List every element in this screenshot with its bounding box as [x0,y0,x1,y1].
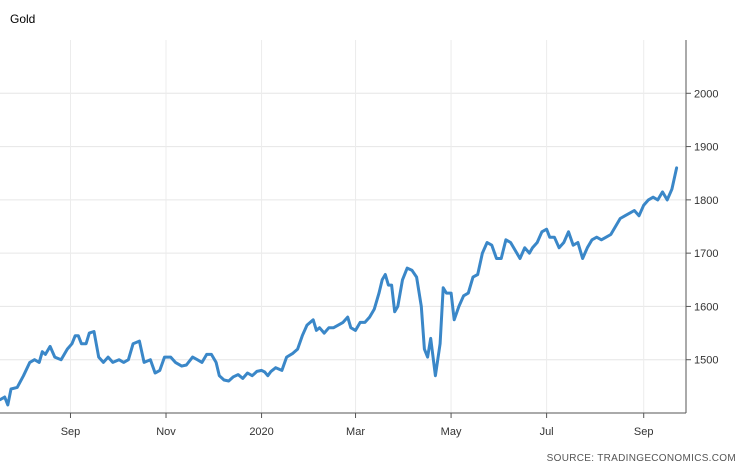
x-tick-label: Sep [634,426,654,438]
x-tick-label: Jul [540,426,554,438]
y-tick-label: 1600 [694,301,718,313]
y-tick-label: 1500 [694,355,718,367]
tick-labels: 1500 1600 1700 1800 1900 2000 Sep Nov 2020 Mar May… [61,88,719,438]
y-tick-label: 2000 [694,88,718,100]
x-tick-label: May [441,426,462,438]
x-tick-label: Sep [61,426,81,438]
y-tick-label: 1900 [694,142,718,154]
grid-lines [0,40,686,413]
chart-title: Gold [10,12,36,26]
x-tick-label: 2020 [249,426,273,438]
x-tick-label: Mar [346,426,365,438]
y-tick-label: 1700 [694,248,718,260]
x-tick-label: Nov [156,426,176,438]
series-line-gold [0,166,679,407]
source-note: SOURCE: TRADINGECONOMICS.COM [546,453,736,464]
axes [0,40,691,418]
y-tick-label: 1800 [694,195,718,207]
